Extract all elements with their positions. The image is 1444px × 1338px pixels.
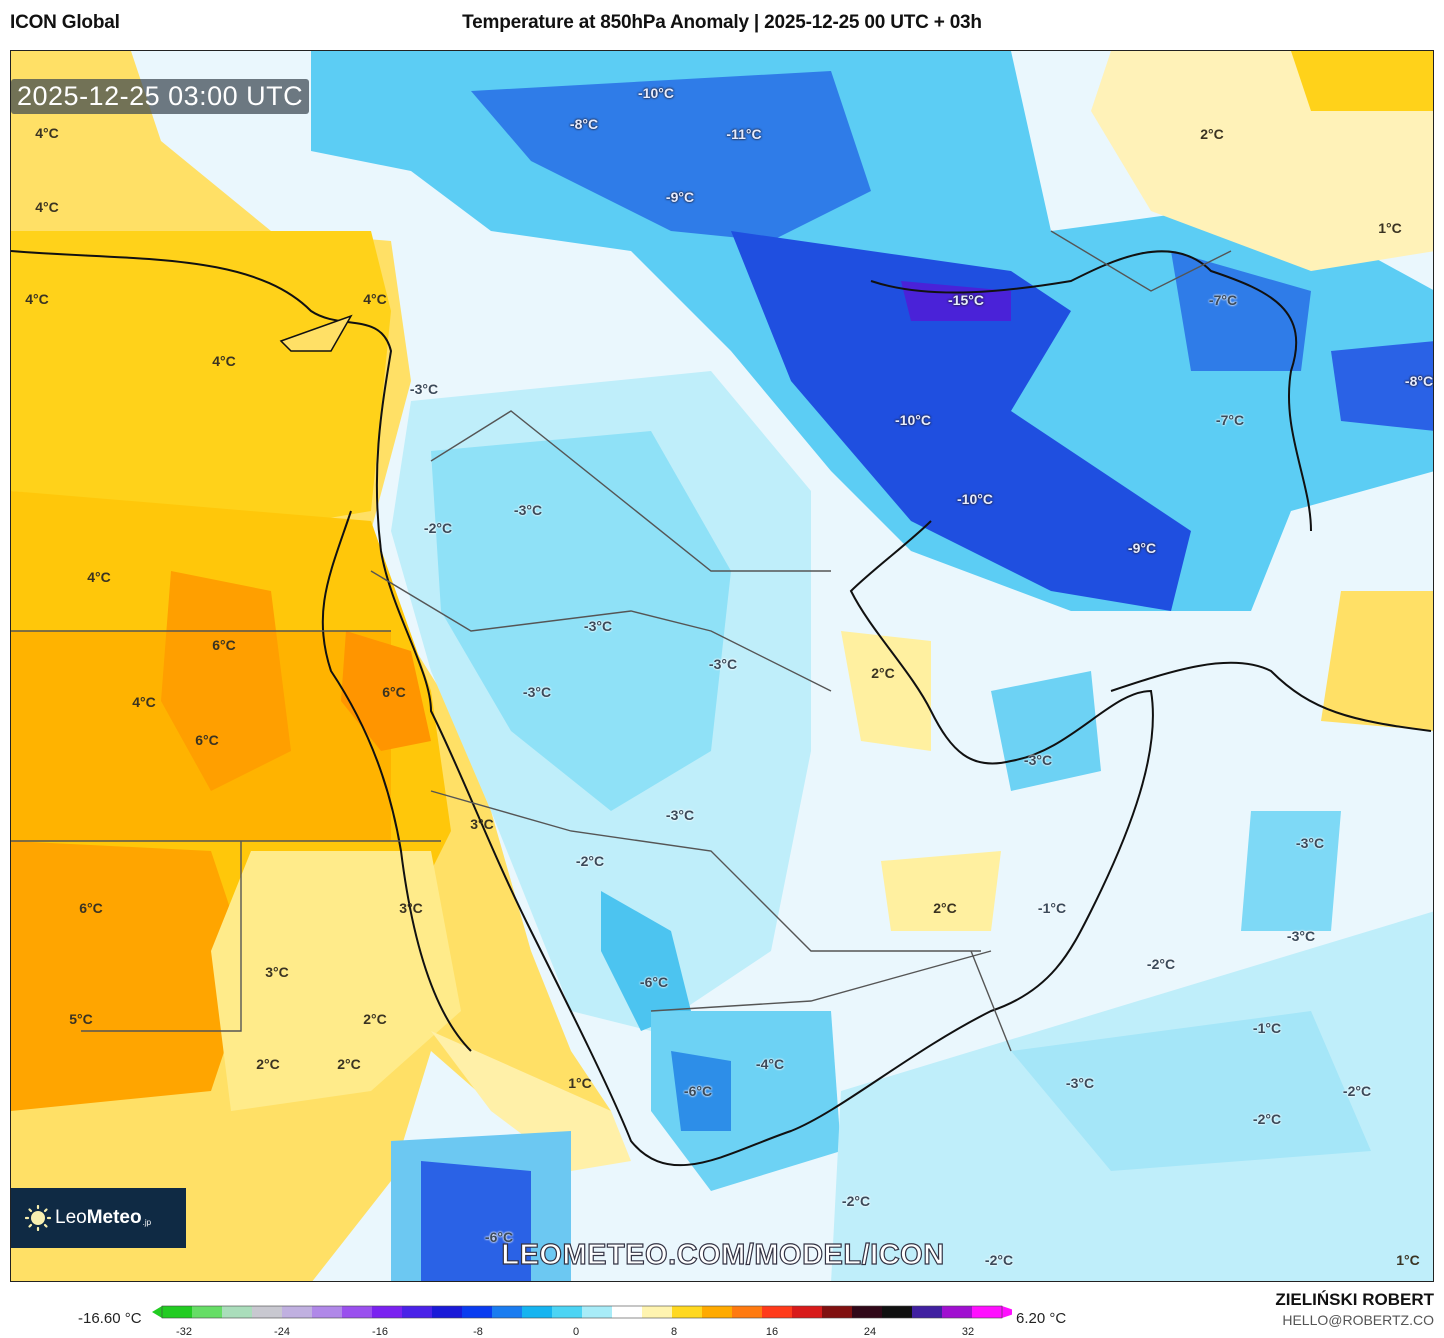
legend-tick: -8	[473, 1326, 483, 1338]
temperature-label: 2°C	[933, 900, 957, 916]
temperature-label: -3°C	[1295, 835, 1325, 851]
temperature-label: -3°C	[522, 684, 552, 700]
temperature-label: 2°C	[871, 665, 895, 681]
temperature-label: -3°C	[1286, 928, 1316, 944]
legend-tick: -24	[274, 1326, 290, 1338]
temperature-label: 4°C	[132, 694, 156, 710]
temperature-label: -9°C	[665, 189, 695, 205]
temperature-label: -7°C	[1208, 292, 1238, 308]
temperature-label: 2°C	[256, 1056, 280, 1072]
temperature-label: -2°C	[984, 1252, 1014, 1268]
temperature-label: -9°C	[1127, 540, 1157, 556]
temperature-label: -3°C	[583, 618, 613, 634]
temperature-label: -2°C	[1146, 956, 1176, 972]
temperature-label: -2°C	[575, 853, 605, 869]
logo-text: LeoMeteo	[55, 1207, 142, 1228]
legend-tick: 24	[863, 1326, 877, 1338]
legend-tick: 32	[961, 1326, 975, 1338]
temperature-label: -1°C	[1252, 1020, 1282, 1036]
temperature-label: -6°C	[484, 1229, 514, 1245]
temperature-label: -10°C	[895, 412, 931, 428]
author-name: ZIELIŃSKI ROBERT	[1275, 1290, 1434, 1309]
temperature-label: 2°C	[337, 1056, 361, 1072]
sun-icon	[25, 1205, 51, 1231]
legend-min-value: -16.60 °C	[78, 1310, 142, 1327]
temperature-label: -8°C	[569, 116, 599, 132]
watermark-url: LEOMETEO.COM/MODEL/ICON	[501, 1238, 945, 1271]
temperature-label: 1°C	[568, 1075, 592, 1091]
temperature-label: -2°C	[1342, 1083, 1372, 1099]
temperature-label: 4°C	[35, 125, 59, 141]
temperature-label: -6°C	[639, 974, 669, 990]
temperature-label: -8°C	[1404, 373, 1434, 389]
author-email[interactable]: HELLO@ROBERTZ.CO	[1282, 1312, 1434, 1328]
map-title: Temperature at 850hPa Anomaly | 2025-12-…	[462, 12, 982, 33]
temperature-label: -2°C	[841, 1193, 871, 1209]
temperature-label: 4°C	[212, 353, 236, 369]
temperature-label: -10°C	[957, 491, 993, 507]
model-name: ICON Global	[10, 12, 120, 33]
temperature-label: 6°C	[195, 732, 219, 748]
weather-map: -10°C -8°C -11°C -9°C 4°C 4°C 4°C 4°C 4°C -3°C 2°C…	[10, 50, 1434, 1282]
colorbar	[152, 1305, 1012, 1319]
temperature-label: -3°C	[708, 656, 738, 672]
temperature-label: 4°C	[35, 199, 59, 215]
temperature-label: 6°C	[382, 684, 406, 700]
temperature-label: 2°C	[1200, 126, 1224, 142]
temperature-label: -2°C	[1252, 1111, 1282, 1127]
temperature-field	[11, 51, 1433, 1281]
temperature-label: -3°C	[513, 502, 543, 518]
legend-tick: 0	[572, 1326, 580, 1338]
leometeo-logo[interactable]: LeoMeteo .jp	[11, 1188, 186, 1248]
temperature-label: -1°C	[1037, 900, 1067, 916]
temperature-label: 3°C	[470, 816, 494, 832]
author-credit: ZIELIŃSKI ROBERT HELLO@ROBERTZ.CO	[1275, 1290, 1434, 1328]
temperature-label: 5°C	[69, 1011, 93, 1027]
temperature-label: -4°C	[755, 1056, 785, 1072]
temperature-label: -15°C	[948, 292, 984, 308]
valid-time-badge: 2025-12-25 03:00 UTC	[11, 79, 310, 114]
temperature-label: -3°C	[409, 381, 439, 397]
temperature-label: 4°C	[87, 569, 111, 585]
temperature-label: -7°C	[1215, 412, 1245, 428]
temperature-label: -6°C	[683, 1083, 713, 1099]
legend-tick: -16	[372, 1326, 388, 1338]
color-legend: -16.60 °C -32 -24 -16 -8 0 8 16 24 32 6.20 °C	[0, 1290, 1444, 1338]
temperature-label: -3°C	[1023, 752, 1053, 768]
temperature-label: -11°C	[726, 126, 762, 142]
temperature-label: 4°C	[363, 291, 387, 307]
legend-max-value: 6.20 °C	[1016, 1310, 1067, 1327]
legend-tick: 8	[670, 1326, 678, 1338]
temperature-label: 3°C	[265, 964, 289, 980]
temperature-label: 1°C	[1396, 1252, 1420, 1268]
temperature-label: 6°C	[212, 637, 236, 653]
temperature-label: 2°C	[363, 1011, 387, 1027]
temperature-label: 4°C	[25, 291, 49, 307]
temperature-label: -3°C	[665, 807, 695, 823]
legend-tick: 16	[765, 1326, 779, 1338]
temperature-label: -2°C	[423, 520, 453, 536]
temperature-label: -3°C	[1065, 1075, 1095, 1091]
logo-tld: .jp	[142, 1217, 152, 1227]
legend-tick: -32	[176, 1326, 192, 1338]
temperature-label: 1°C	[1378, 220, 1402, 236]
temperature-label: 6°C	[79, 900, 103, 916]
temperature-label: 3°C	[399, 900, 423, 916]
temperature-label: -10°C	[638, 85, 674, 101]
